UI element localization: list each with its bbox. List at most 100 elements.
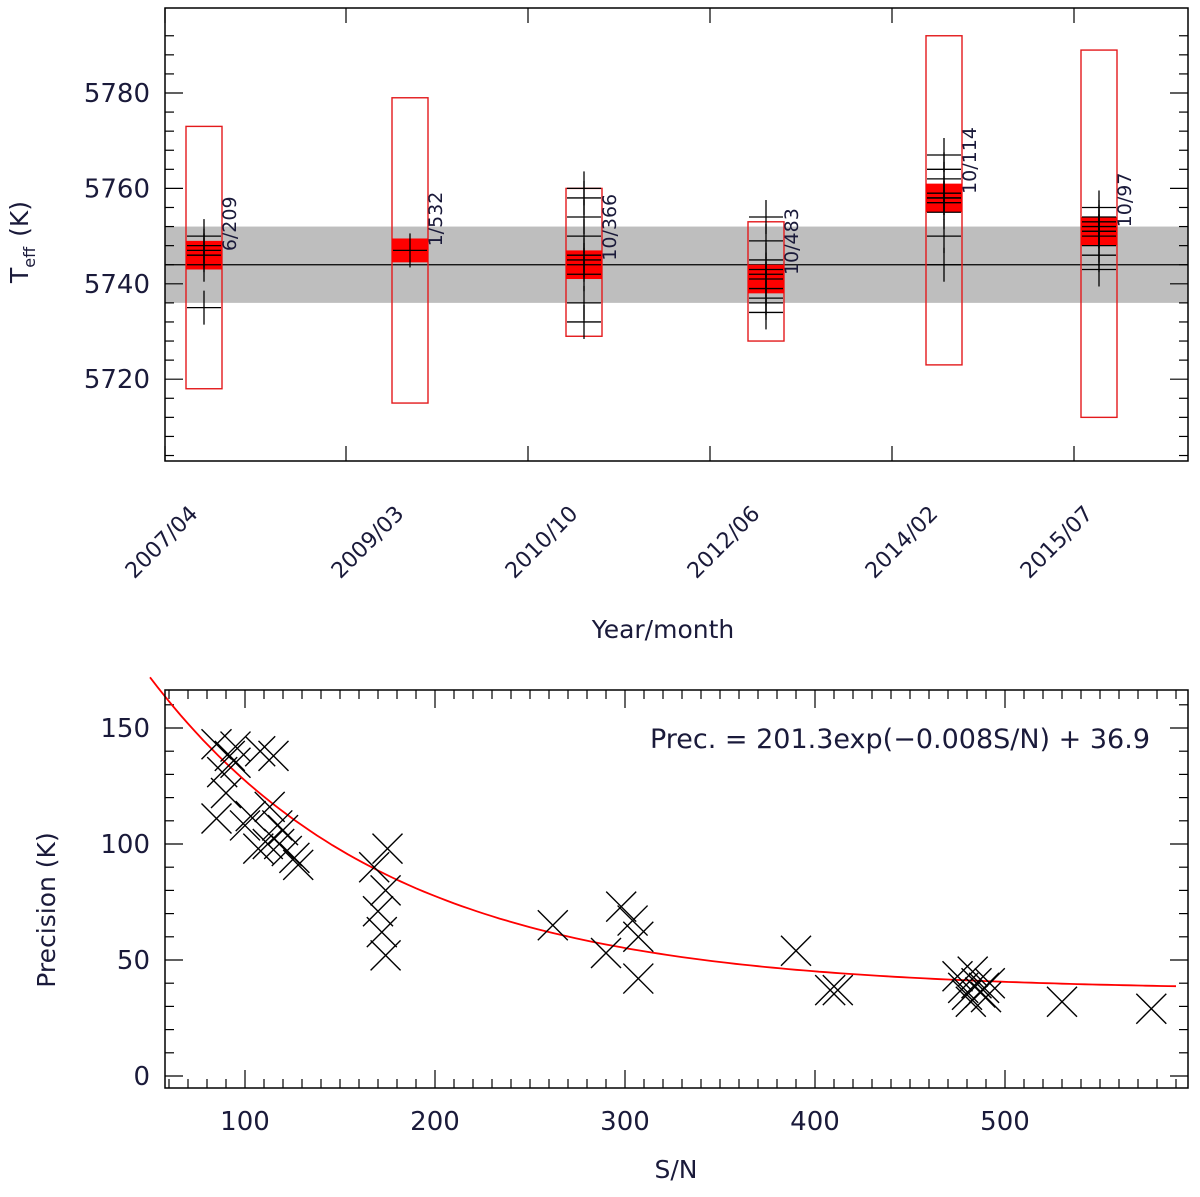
epoch-count-label: 10/483: [781, 208, 803, 275]
epoch-count-label: 10/114: [959, 127, 981, 194]
precision-y-tick-label: 100: [100, 830, 150, 860]
teff-y-tick-label: 5720: [84, 365, 150, 395]
precision-data-point: [822, 974, 854, 1006]
precision-data-point: [358, 851, 390, 883]
precision-panel: 100 200 300 400 500 0 50 100 150 Prec. = 201.3ex…: [32, 676, 1189, 1184]
epoch-tick-label: 2015/07: [1016, 502, 1098, 584]
marker-stroke-b: [358, 851, 390, 883]
precision-data-point: [201, 802, 232, 834]
marker-stroke-b: [814, 974, 846, 1006]
marker-stroke-b: [362, 895, 394, 927]
epoch-tick-label: 2009/03: [327, 502, 409, 584]
precision-y-tick-label: 0: [133, 1062, 150, 1092]
precision-data-point: [970, 981, 1002, 1013]
teff-y-tick-label: 5740: [84, 270, 150, 300]
epoch-count-label: 10/97: [1114, 173, 1136, 228]
epoch-tick-label: 2014/02: [861, 502, 943, 584]
teff-data-point: [567, 285, 601, 320]
svg-text:Teff(K): Teff (K): [5, 201, 39, 284]
precision-data-point: [229, 809, 261, 841]
teff-y-axis-title: Teff (K): [5, 201, 39, 284]
marker-stroke-b: [622, 921, 654, 953]
marker-stroke-b: [951, 979, 983, 1011]
marker-stroke-b: [372, 833, 403, 865]
sn-x-tick-label: 100: [220, 1107, 270, 1137]
marker-stroke-b: [822, 974, 854, 1006]
epoch-tick-label: 2007/04: [121, 502, 203, 584]
marker-stroke-b: [261, 809, 293, 841]
marker-stroke-b: [258, 740, 289, 772]
precision-data-point: [622, 963, 654, 995]
sn-x-tick-label: 200: [410, 1107, 460, 1137]
marker-stroke-b: [974, 967, 1006, 999]
marker-stroke-b: [278, 842, 310, 874]
precision-data-point: [206, 756, 238, 788]
marker-stroke-b: [235, 800, 267, 832]
teff-data-point: [927, 138, 961, 173]
teff-y-label-unit: (K): [5, 201, 34, 237]
precision-data-point: [780, 935, 812, 967]
marker-stroke-b: [244, 735, 276, 767]
marker-stroke-b: [201, 728, 232, 760]
precision-data-point: [370, 939, 402, 971]
marker-stroke-b: [214, 740, 246, 772]
marker-stroke-b: [537, 909, 569, 941]
marker-stroke-b: [242, 833, 274, 865]
precision-data-point: [258, 740, 289, 772]
sn-x-tick-label: 400: [790, 1107, 840, 1137]
teff-data-point: [393, 233, 427, 268]
precision-data-point: [974, 967, 1006, 999]
marker-stroke-b: [617, 905, 649, 937]
precision-x-axis-title: S/N: [655, 1155, 698, 1184]
epoch-tick-label: 2010/10: [501, 502, 583, 584]
precision-data-point: [252, 828, 284, 860]
precision-data-point: [590, 937, 622, 969]
marker-stroke-b: [229, 809, 261, 841]
epoch-count-label: 1/532: [425, 192, 447, 247]
teff-plot-frame: [164, 7, 1189, 462]
marker-stroke-b: [590, 937, 622, 969]
fit-curve: [149, 676, 1177, 988]
teff-y-tick-label: 5780: [84, 79, 150, 109]
epoch-count-label: 10/366: [599, 194, 621, 261]
precision-data-point: [362, 895, 394, 927]
precision-data-point: [278, 842, 310, 874]
precision-data-point: [220, 747, 251, 779]
marker-stroke-b: [957, 956, 989, 988]
precision-data-point: [370, 874, 402, 906]
teff-x-axis-title: Year/month: [591, 615, 735, 644]
marker-stroke-b: [961, 967, 992, 999]
epoch-tick-label: 2012/06: [683, 502, 765, 584]
precision-y-tick-label: 150: [100, 714, 150, 744]
precision-data-point: [242, 833, 274, 865]
marker-stroke-b: [252, 828, 284, 860]
teff-panel: 5720 5740 5760 5780 2007/04 2009/03 2010/10 20…: [5, 7, 1189, 644]
precision-data-point: [282, 849, 314, 881]
precision-data-point: [537, 909, 569, 941]
precision-data-point: [961, 967, 992, 999]
marker-stroke-b: [220, 747, 251, 779]
teff-data-point: [187, 290, 221, 325]
fit-equation-label: Prec. = 201.3exp(−0.008S/N) + 36.9: [650, 724, 1150, 755]
marker-stroke-b: [370, 939, 402, 971]
precision-y-tick-label: 50: [117, 946, 150, 976]
precision-data-point: [366, 916, 398, 948]
precision-data-point: [951, 979, 983, 1011]
marker-stroke-b: [254, 791, 286, 823]
precision-data-point: [617, 905, 649, 937]
marker-stroke-b: [780, 935, 812, 967]
precision-data-point: [254, 791, 286, 823]
teff-data-point: [1082, 190, 1116, 225]
marker-stroke-b: [1046, 986, 1078, 1018]
teff-y-label-main: T: [5, 267, 34, 284]
marker-stroke-b: [206, 756, 238, 788]
marker-stroke-b: [210, 777, 242, 809]
marker-stroke-b: [970, 981, 1002, 1013]
precision-data-point: [267, 814, 299, 846]
teff-y-tick-label: 5760: [84, 174, 150, 204]
sn-x-tick-label: 500: [980, 1107, 1030, 1137]
marker-stroke-b: [201, 802, 232, 834]
sn-x-tick-label: 300: [600, 1107, 650, 1137]
precision-data-point: [1135, 993, 1167, 1025]
